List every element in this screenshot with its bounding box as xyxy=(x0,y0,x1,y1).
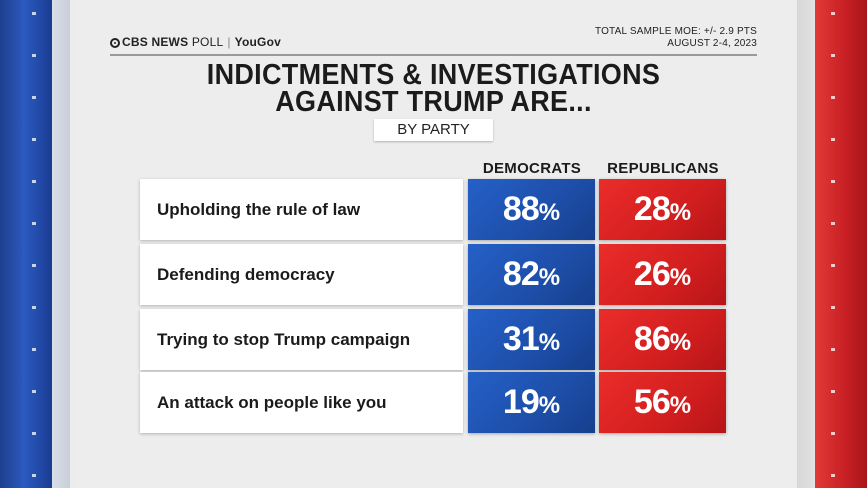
flag-strip-left-white xyxy=(52,0,70,488)
cbs-eye-icon xyxy=(110,38,120,48)
subtitle-badge: BY PARTY xyxy=(374,119,493,141)
democrats-value-cell: 82% xyxy=(468,244,595,305)
brand-logo: CBS NEWS POLL | YouGov xyxy=(110,35,281,49)
flag-strip-right-red xyxy=(845,0,867,488)
stars-decoration-left xyxy=(32,0,36,488)
republicans-value-cell: 56% xyxy=(599,372,726,433)
row-label: Trying to stop Trump campaign xyxy=(140,309,463,370)
percent-sign: % xyxy=(669,199,692,226)
percent-sign: % xyxy=(538,199,561,226)
moe-text: TOTAL SAMPLE MOE: +/- 2.9 PTS xyxy=(594,26,757,37)
chart-title: INDICTMENTS & INVESTIGATIONS AGAINST TRU… xyxy=(110,58,757,118)
republicans-value-cell: 28% xyxy=(599,179,726,240)
value-number: 82 xyxy=(502,255,540,293)
flag-strip-left-blue xyxy=(0,0,22,488)
poll-meta: TOTAL SAMPLE MOE: +/- 2.9 PTS AUGUST 2-4… xyxy=(595,26,757,50)
democrats-value-cell: 19% xyxy=(468,372,595,433)
value-number: 28 xyxy=(633,190,671,228)
percent-sign: % xyxy=(538,392,561,419)
flag-strip-left-blue-light xyxy=(22,0,52,488)
stars-decoration-right xyxy=(831,0,835,488)
percent-sign: % xyxy=(669,392,692,419)
percent-sign: % xyxy=(669,329,692,356)
percent-sign: % xyxy=(538,264,561,291)
title-line-2: AGAINST TRUMP ARE... xyxy=(275,85,592,118)
column-header-republicans: REPUBLICANS xyxy=(607,160,719,177)
row-label: Upholding the rule of law xyxy=(140,179,463,240)
brand-poll: POLL xyxy=(191,35,224,49)
value-number: 19 xyxy=(502,383,540,421)
row-label: Defending democracy xyxy=(140,244,463,305)
column-header-democrats: DEMOCRATS xyxy=(482,160,582,177)
partner-name: YouGov xyxy=(234,35,281,49)
value-number: 56 xyxy=(633,383,671,421)
poll-date: AUGUST 2-4, 2023 xyxy=(667,38,757,49)
value-number: 26 xyxy=(633,255,671,293)
header-divider xyxy=(110,54,757,56)
value-number: 88 xyxy=(502,190,540,228)
percent-sign: % xyxy=(669,264,692,291)
democrats-value-cell: 88% xyxy=(468,179,595,240)
flag-strip-right-red-light xyxy=(815,0,845,488)
row-label: An attack on people like you xyxy=(140,372,463,433)
republicans-value-cell: 26% xyxy=(599,244,726,305)
flag-strip-right-white xyxy=(797,0,815,488)
democrats-value-cell: 31% xyxy=(468,309,595,370)
brand-name: CBS NEWS xyxy=(122,35,189,49)
republicans-value-cell: 86% xyxy=(599,309,726,370)
value-number: 86 xyxy=(633,320,671,358)
percent-sign: % xyxy=(538,329,561,356)
value-number: 31 xyxy=(502,320,540,358)
title-line-1: INDICTMENTS & INVESTIGATIONS xyxy=(206,58,661,91)
